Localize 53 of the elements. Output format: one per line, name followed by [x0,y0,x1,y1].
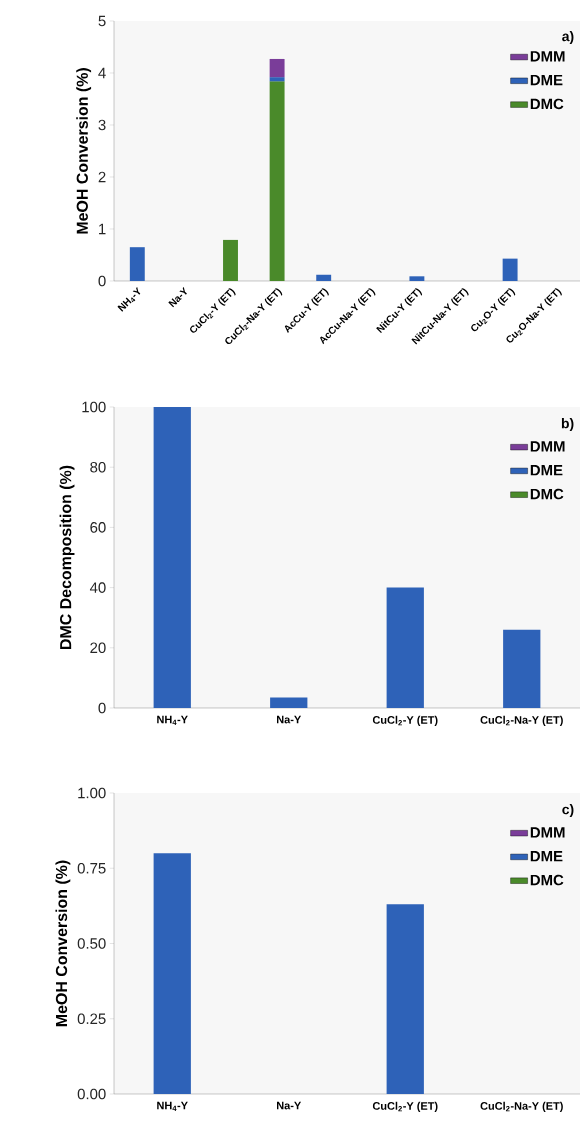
bar [502,258,518,281]
legend-label: DME [530,851,563,862]
bar [269,77,285,82]
y-tick-label: 0.50 [77,938,106,949]
y-tick-label: 0.25 [77,1013,106,1025]
bar [269,81,285,281]
bar [129,247,145,281]
y-tick-label: 100 [82,401,106,413]
bar [316,274,332,281]
y-tick-label: 3 [98,119,106,131]
annotation: a) [562,31,574,45]
y-tick-label: 0 [98,275,106,287]
y-tick-label: 2 [98,171,106,183]
y-axis-title: MeOH Conversion (%) [55,860,71,1027]
annotation: b) [561,418,574,432]
legend-label: DME [530,74,563,86]
bar [269,58,285,78]
x-tick-label: CuCl$_{2}$-Na-Y (ET) [480,715,563,726]
bar [270,697,308,708]
bar [503,629,541,708]
bar [223,239,238,281]
annotation: c) [562,804,574,818]
x-tick-label: CuCl$_{2}$-Y (ET) [372,1101,438,1112]
legend-label: DMM [530,441,565,452]
x-tick-label: CuCl$_{2}$-Y (ET) [372,715,438,726]
y-tick-label: 1.00 [78,787,106,799]
x-tick-label: CuCl$_{2}$-Na-Y (ET) [480,1101,563,1112]
legend-label: DMM [530,827,565,838]
y-tick-label: 80 [90,461,106,473]
y-tick-label: 20 [90,642,106,654]
y-axis-title: DMC Decomposition (%) [59,465,75,649]
x-tick-label: Na-Y [277,1101,302,1110]
y-tick-label: 0.75 [77,862,106,874]
x-tick-label: NH$_{4}$-Y [117,287,141,312]
x-tick-label: NH$_{4}$-Y [157,1101,188,1111]
legend-label: DMC [530,488,564,500]
x-tick-label: NH$_{4}$-Y [157,715,188,725]
y-tick-label: 0 [98,702,106,714]
legend-label: DMC [530,874,564,886]
bar [386,587,424,708]
y-tick-label: 40 [89,582,106,593]
legend-label: DME [530,465,563,476]
legend-label: DMM [530,51,565,62]
y-tick-label: 0.00 [77,1088,106,1100]
y-axis-title: MeOH Conversion (%) [76,68,92,234]
y-tick-label: 60 [90,522,106,533]
legend-label: DMC [530,98,564,110]
bar [153,406,191,708]
y-tick-label: 4 [98,67,106,79]
y-tick-label: 5 [98,15,106,27]
x-tick-label: Na-Y [277,715,302,724]
bar [409,276,425,281]
y-tick-label: 1 [99,223,106,235]
